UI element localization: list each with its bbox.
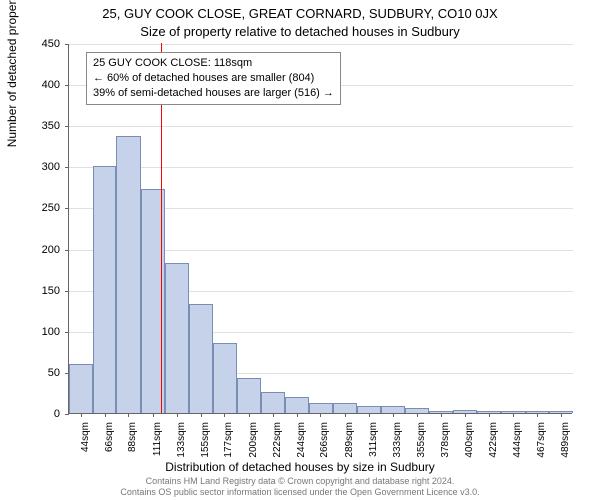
histogram-bar [93,166,117,413]
y-axis-title: Number of detached properties [5,0,19,147]
histogram-bar [237,378,261,413]
x-tick-label: 177sqm [223,422,234,462]
gridline-h [69,167,573,168]
x-tick-mark [345,413,346,417]
histogram-bar [333,403,357,413]
y-tick-label: 200 [30,244,60,256]
x-tick-label: 88sqm [127,422,138,462]
x-tick-label: 489sqm [560,422,571,462]
y-tick-label: 0 [30,408,60,420]
y-tick-label: 400 [30,79,60,91]
x-tick-label: 222sqm [272,422,283,462]
chart-container: { "titles": { "line1": "25, GUY COOK CLO… [0,0,600,500]
x-tick-label: 467sqm [536,422,547,462]
y-tick-mark [65,414,69,415]
x-tick-label: 400sqm [464,422,475,462]
x-tick-mark [320,413,321,417]
x-tick-mark [465,413,466,417]
x-tick-label: 200sqm [248,422,259,462]
x-tick-mark [273,413,274,417]
gridline-h [69,44,573,45]
x-tick-label: 355sqm [416,422,427,462]
annotation-line1: 25 GUY COOK CLOSE: 118sqm [93,56,334,71]
histogram-bar [357,406,381,413]
x-tick-label: 289sqm [344,422,355,462]
histogram-bar [116,136,141,413]
x-tick-mark [561,413,562,417]
x-tick-mark [105,413,106,417]
y-tick-label: 300 [30,161,60,173]
x-tick-mark [224,413,225,417]
y-tick-mark [65,332,69,333]
x-tick-label: 378sqm [440,422,451,462]
x-tick-label: 66sqm [104,422,115,462]
y-tick-mark [65,250,69,251]
histogram-bar [285,397,309,413]
histogram-bar [165,263,189,413]
x-tick-mark [153,413,154,417]
x-tick-label: 155sqm [200,422,211,462]
annotation-line2: ← 60% of detached houses are smaller (80… [93,71,334,86]
y-tick-mark [65,167,69,168]
x-tick-mark [297,413,298,417]
x-tick-label: 311sqm [368,422,379,462]
y-tick-label: 50 [30,367,60,379]
x-tick-mark [441,413,442,417]
annotation-line3: 39% of semi-detached houses are larger (… [93,86,334,101]
y-tick-mark [65,126,69,127]
x-tick-label: 244sqm [296,422,307,462]
x-tick-mark [201,413,202,417]
y-tick-label: 350 [30,120,60,132]
y-tick-label: 250 [30,202,60,214]
footer-attribution: Contains HM Land Registry data © Crown c… [0,476,600,498]
footer-line2: Contains OS public sector information li… [0,487,600,498]
y-tick-mark [65,85,69,86]
x-tick-mark [537,413,538,417]
x-tick-mark [369,413,370,417]
x-tick-mark [81,413,82,417]
y-tick-mark [65,291,69,292]
y-tick-label: 450 [30,38,60,50]
x-tick-mark [513,413,514,417]
x-tick-label: 44sqm [80,422,91,462]
x-tick-mark [393,413,394,417]
y-tick-mark [65,44,69,45]
y-tick-label: 100 [30,326,60,338]
x-tick-label: 133sqm [176,422,187,462]
x-tick-mark [128,413,129,417]
chart-title-line1: 25, GUY COOK CLOSE, GREAT CORNARD, SUDBU… [0,6,600,21]
x-tick-mark [489,413,490,417]
x-tick-label: 266sqm [319,422,330,462]
histogram-bar [261,392,285,413]
histogram-bar [309,403,334,413]
x-tick-label: 444sqm [512,422,523,462]
footer-line1: Contains HM Land Registry data © Crown c… [0,476,600,487]
y-tick-mark [65,208,69,209]
annotation-box: 25 GUY COOK CLOSE: 118sqm ← 60% of detac… [86,52,341,105]
gridline-h [69,126,573,127]
histogram-bar [189,304,213,413]
chart-title-line2: Size of property relative to detached ho… [0,24,600,39]
x-tick-mark [417,413,418,417]
histogram-bar [213,343,238,413]
x-axis-title: Distribution of detached houses by size … [0,460,600,474]
x-tick-label: 333sqm [392,422,403,462]
x-tick-label: 422sqm [488,422,499,462]
histogram-bar [69,364,93,413]
x-tick-mark [249,413,250,417]
x-tick-label: 111sqm [152,422,163,462]
y-tick-label: 150 [30,285,60,297]
x-tick-mark [177,413,178,417]
